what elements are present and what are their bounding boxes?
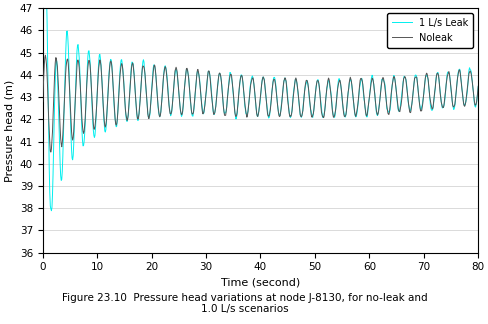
1 L/s Leak: [239, 74, 244, 77]
Noleak: [40, 100, 45, 104]
Line: Noleak: Noleak: [42, 55, 477, 152]
1 L/s Leak: [316, 86, 322, 89]
Noleak: [474, 84, 480, 88]
1 L/s Leak: [471, 104, 477, 108]
Noleak: [48, 150, 54, 154]
Noleak: [316, 85, 322, 88]
1 L/s Leak: [48, 209, 54, 213]
1 L/s Leak: [100, 91, 105, 95]
Legend: 1 L/s Leak, Noleak: 1 L/s Leak, Noleak: [386, 13, 472, 48]
Y-axis label: Pressure head (m): Pressure head (m): [4, 79, 14, 181]
Line: 1 L/s Leak: 1 L/s Leak: [42, 0, 477, 211]
Text: Figure 23.10  Pressure head variations at node J-8130, for no-leak and
1.0 L/s s: Figure 23.10 Pressure head variations at…: [61, 293, 427, 314]
Noleak: [42, 53, 48, 57]
1 L/s Leak: [104, 101, 110, 105]
1 L/s Leak: [40, 97, 45, 101]
1 L/s Leak: [155, 111, 161, 115]
Noleak: [155, 109, 161, 113]
X-axis label: Time (second): Time (second): [221, 278, 300, 288]
Noleak: [100, 92, 105, 96]
Noleak: [239, 74, 244, 78]
Noleak: [471, 103, 477, 107]
1 L/s Leak: [474, 84, 480, 88]
Noleak: [104, 101, 110, 105]
